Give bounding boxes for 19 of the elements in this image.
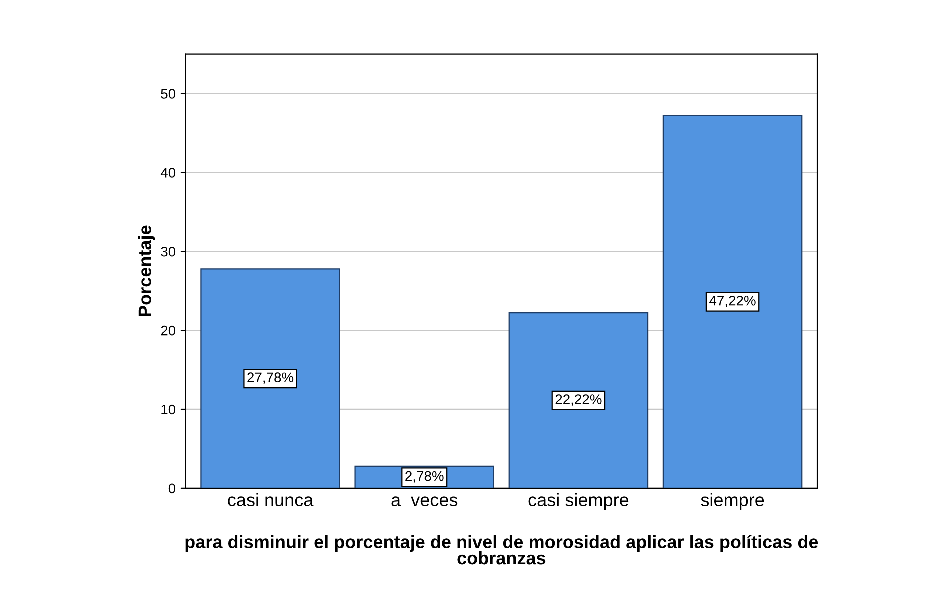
y-axis-title: Porcentaje xyxy=(138,226,156,316)
x-tick-label: a veces xyxy=(392,496,458,507)
data-label: 22,22% xyxy=(556,394,602,406)
y-tick-label: 20 xyxy=(161,326,176,336)
y-tick-label: 40 xyxy=(160,168,176,178)
data-label: 2,78% xyxy=(406,471,444,483)
y-tick-label: 50 xyxy=(161,89,176,99)
x-tick-label: siempre xyxy=(701,493,764,510)
x-axis-title: para disminuir el porcentaje de nivel de morosidad aplicar las políticas de cobranzas xyxy=(186,535,818,565)
bar xyxy=(662,115,803,488)
bar xyxy=(200,268,340,488)
y-tick-label: 30 xyxy=(161,246,176,257)
bar xyxy=(508,312,649,488)
y-tick-label: 0 xyxy=(168,484,176,494)
data-label: 27,78% xyxy=(248,372,294,384)
x-tick-label: casi siempre xyxy=(528,493,629,510)
x-tick-label: casi nunca xyxy=(228,493,314,507)
data-label: 47,22% xyxy=(710,296,756,308)
y-tick-label: 10 xyxy=(162,404,176,415)
